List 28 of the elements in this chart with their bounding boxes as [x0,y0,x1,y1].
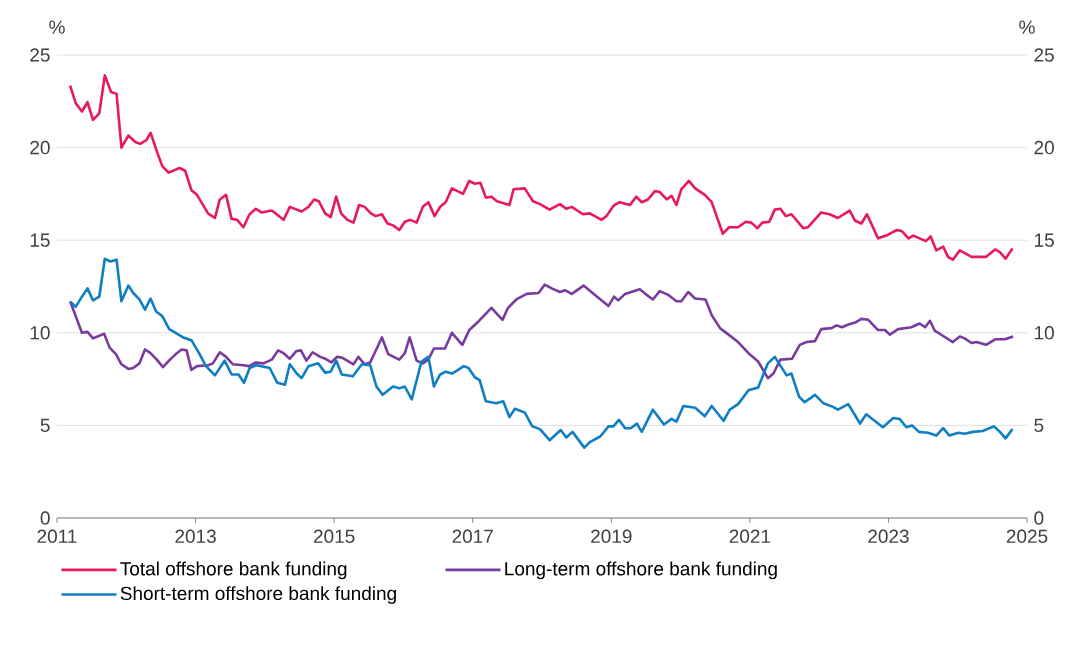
x-tick-label: 2013 [175,529,216,543]
line-series [68,283,1015,380]
legend-label: Short-term offshore bank funding [120,586,396,604]
x-tick-label: 2011 [37,529,77,543]
y2-tick-label: 25 [1034,48,1054,62]
y2-tick-label: 5 [1034,418,1044,433]
x-tick-label: 2019 [591,529,632,543]
x-tick-label: 2025 [1006,529,1048,543]
y-tick-label: 25 [30,48,50,62]
y-tick-label: 10 [30,326,50,340]
y-tick-label: 5 [40,418,50,433]
y2-tick-label: 15 [1035,233,1054,247]
line-series [68,74,1014,261]
y2-tick-label: 0 [1034,511,1044,525]
y2-axis-title: % [1019,20,1035,34]
y-axis-title: % [49,20,65,34]
x-tick-label: 2017 [452,529,493,543]
y-tick-label: 0 [40,511,50,525]
y2-tick-label: 20 [1034,140,1054,155]
x-tick-label: 2015 [313,529,355,543]
y-tick-label: 20 [30,140,50,155]
x-tick-label: 2023 [868,529,909,543]
y2-tick-label: 10 [1035,326,1054,340]
line-series [69,257,1014,449]
x-tick-label: 2021 [729,529,771,543]
legend-label: Total offshore bank funding [120,561,347,580]
legend-label: Long-term offshore bank funding [505,561,777,580]
y-tick-label: 15 [30,233,50,247]
